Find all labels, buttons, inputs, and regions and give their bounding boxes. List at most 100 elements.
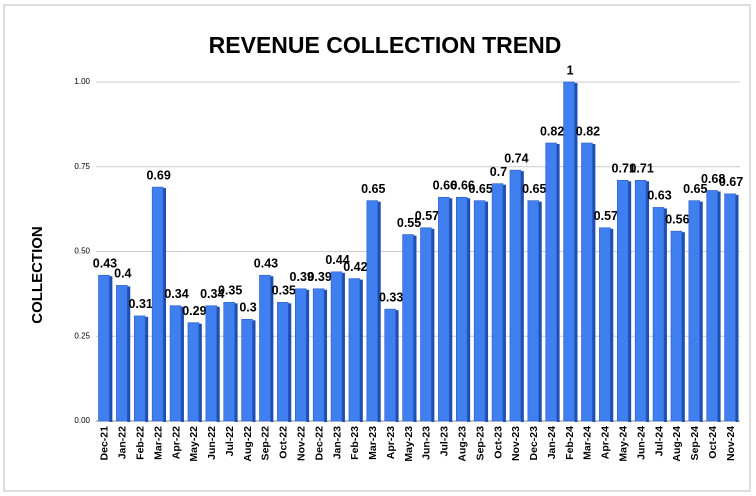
bar	[706, 190, 718, 422]
bar-side	[306, 289, 310, 422]
chart-title: REVENUE COLLECTION TREND	[209, 32, 562, 58]
bar-side	[520, 171, 524, 422]
bar-side	[252, 320, 256, 422]
bar-side	[467, 198, 471, 422]
x-tick-label: Apr-23	[385, 426, 397, 459]
bar	[223, 302, 235, 422]
bar	[312, 288, 325, 422]
bar	[402, 234, 414, 422]
value-label: 0.65	[522, 182, 546, 196]
x-tick-label: Nov-24	[725, 426, 737, 461]
bar-side	[234, 303, 238, 422]
value-label: 0.82	[540, 124, 564, 138]
bar-side	[163, 188, 167, 422]
bar	[98, 274, 110, 422]
value-label: 0.3	[239, 301, 256, 315]
bar	[384, 308, 396, 422]
value-label: 1	[567, 63, 574, 77]
value-label: 0.43	[254, 257, 278, 271]
x-tick-label: Jul-24	[653, 426, 665, 457]
value-label: 0.68	[701, 172, 725, 186]
value-label: 0.33	[379, 290, 403, 304]
x-tick-label: Feb-22	[135, 426, 147, 460]
bar-side	[717, 191, 721, 422]
x-tick-label: Apr-24	[600, 426, 612, 459]
x-tick-label: Apr-22	[170, 426, 182, 459]
bar-side	[449, 198, 453, 422]
bar-side	[538, 201, 542, 422]
bar-side	[610, 228, 614, 422]
value-label: 0.35	[218, 284, 242, 298]
x-tick-label: Oct-22	[278, 426, 290, 459]
bar	[259, 274, 271, 422]
bar	[688, 200, 701, 422]
x-tick-label: Jan-22	[117, 426, 129, 459]
x-tick-label: May-24	[618, 426, 630, 462]
bar	[277, 302, 289, 422]
bar-side	[324, 289, 328, 422]
y-axis-label: COLLECTION	[29, 226, 46, 324]
x-tick-label: Nov-23	[510, 426, 522, 461]
x-tick-label: Jun-24	[635, 426, 647, 460]
bar	[634, 180, 647, 422]
bar-side	[646, 181, 650, 422]
x-tick-label: Oct-23	[492, 426, 504, 459]
value-label: 0.63	[647, 189, 671, 203]
bar-side	[681, 232, 685, 422]
value-label: 0.57	[594, 209, 618, 223]
bar-side	[735, 194, 739, 422]
bar	[652, 207, 665, 422]
y-tick-label: 0.00	[74, 416, 90, 425]
bar-side	[485, 201, 489, 422]
bar	[169, 305, 182, 422]
value-label: 0.66	[451, 179, 475, 193]
bar	[366, 200, 379, 422]
value-label: 0.34	[200, 287, 224, 301]
bar-side	[574, 83, 578, 422]
bar	[509, 169, 522, 422]
bar	[420, 227, 432, 422]
x-tick-label: May-23	[403, 426, 415, 462]
value-label: 0.29	[182, 304, 206, 318]
bar-side	[145, 316, 149, 422]
value-label: 0.66	[433, 179, 457, 193]
value-label: 0.74	[504, 151, 528, 165]
bar-side	[288, 303, 292, 422]
bar-side	[699, 201, 703, 422]
bar-side	[502, 184, 506, 422]
bar	[616, 180, 629, 422]
value-label: 0.34	[164, 287, 188, 301]
bar-side	[413, 235, 417, 422]
bar	[563, 81, 575, 422]
bar	[491, 183, 504, 422]
x-tick-label: Oct-24	[707, 426, 719, 459]
x-tick-label: Mar-24	[582, 426, 594, 460]
value-label: 0.44	[325, 253, 349, 267]
bar	[438, 196, 450, 422]
y-tick-label: 0.25	[74, 331, 90, 340]
bar	[116, 285, 128, 422]
x-tick-label: Jan-24	[546, 426, 558, 459]
bar	[133, 315, 146, 422]
bar	[599, 227, 611, 422]
bar	[187, 322, 200, 422]
value-label: 0.39	[307, 270, 331, 284]
x-tick-label: Aug-24	[671, 426, 683, 462]
bar-side	[270, 276, 274, 422]
x-tick-label: Nov-22	[296, 426, 308, 461]
bar	[545, 142, 557, 422]
bar	[455, 196, 468, 422]
bar	[724, 193, 736, 422]
bar-side	[592, 144, 596, 422]
x-tick-label: Jun-23	[421, 426, 433, 460]
y-tick-label: 0.75	[74, 162, 90, 171]
bar	[151, 186, 164, 422]
value-label: 0.55	[397, 216, 421, 230]
value-label: 0.69	[146, 168, 170, 182]
x-tick-label: Jun-22	[206, 426, 218, 460]
x-tick-label: Dec-23	[528, 426, 540, 461]
bar-side	[341, 272, 345, 422]
x-tick-label: Feb-24	[564, 426, 576, 460]
bar	[205, 305, 218, 422]
y-tick-label: 0.50	[74, 247, 90, 256]
